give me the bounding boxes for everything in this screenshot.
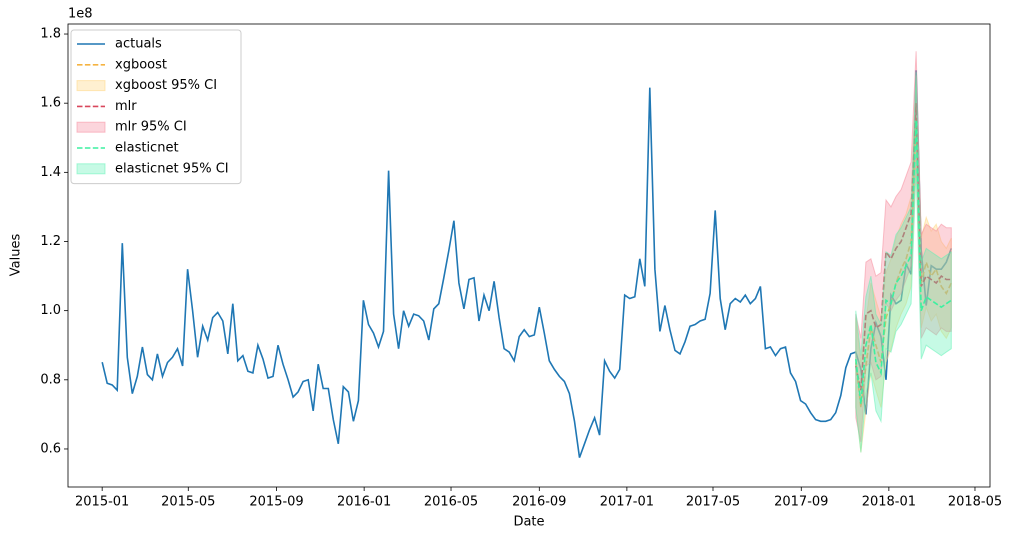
y-tick-label: 0.6 <box>40 441 61 456</box>
x-tick-label: 2016-09 <box>512 495 566 510</box>
y-tick-label: 1.8 <box>40 27 61 42</box>
x-tick-label: 2017-05 <box>686 495 740 510</box>
legend-label: actuals <box>115 37 162 52</box>
x-tick-label: 2015-01 <box>75 495 129 510</box>
legend-label: mlr <box>115 99 137 114</box>
y-tick-label: 0.8 <box>40 372 61 387</box>
legend-box <box>70 29 242 185</box>
ci-band <box>855 72 952 453</box>
legend-label: xgboost 95% CI <box>115 78 217 93</box>
series-line <box>101 70 953 458</box>
x-tick-label: 2017-09 <box>774 495 828 510</box>
y-tick-label: 1.0 <box>40 303 61 318</box>
y-offset-text: 1e8 <box>68 7 93 22</box>
plot-frame <box>67 23 991 488</box>
legend-label: elasticnet <box>115 141 179 156</box>
legend-label: mlr 95% CI <box>115 120 187 135</box>
x-axis-label: Date <box>513 515 544 530</box>
y-tick-label: 1.6 <box>40 96 61 111</box>
y-tick-label: 1.2 <box>40 234 61 249</box>
series-line <box>855 103 952 391</box>
x-tick-label: 2015-09 <box>249 495 303 510</box>
x-tick-label: 2016-01 <box>337 495 391 510</box>
x-tick-label: 2016-05 <box>424 495 478 510</box>
legend-patch <box>76 163 106 175</box>
x-tick-label: 2015-05 <box>161 495 215 510</box>
legend-label: xgboost <box>115 57 167 72</box>
legend-patch <box>76 121 106 133</box>
x-tick-label: 2017-01 <box>600 495 654 510</box>
y-axis-label: Values <box>9 234 24 277</box>
y-tick-label: 1.4 <box>40 165 61 180</box>
legend-patch <box>76 80 106 92</box>
x-tick-label: 2018-01 <box>862 495 916 510</box>
x-tick-label: 2018-05 <box>948 495 1002 510</box>
legend-label: elasticnet 95% CI <box>115 161 229 176</box>
series-line <box>855 120 952 405</box>
